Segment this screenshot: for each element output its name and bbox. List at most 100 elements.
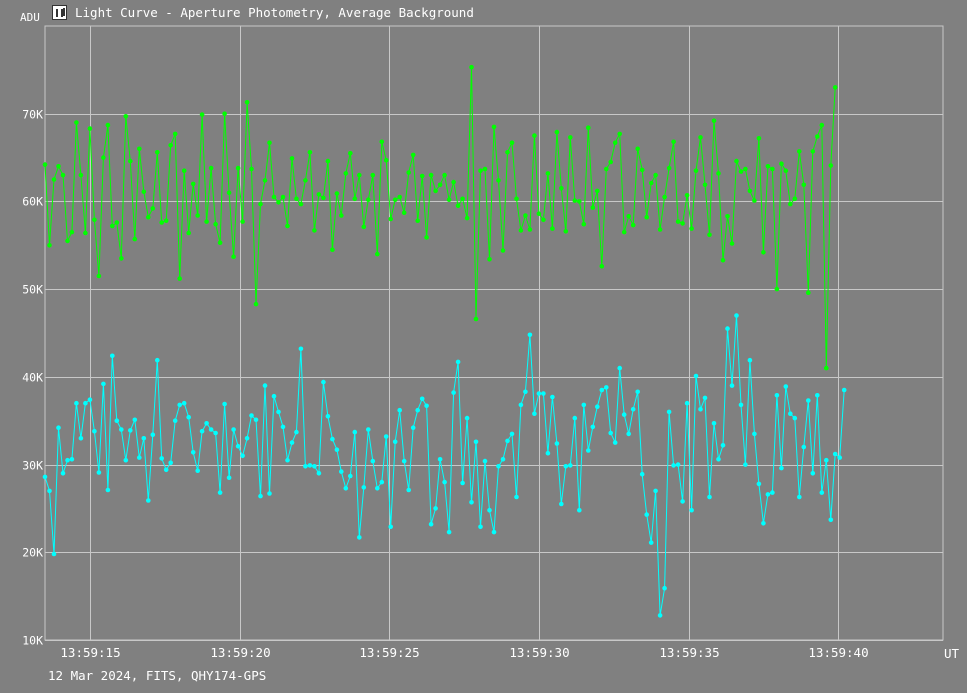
data-point: [559, 501, 564, 507]
data-point: [446, 197, 452, 202]
data-point: [550, 226, 555, 231]
data-point: [361, 485, 367, 490]
data-point: [451, 179, 456, 185]
data-point: [559, 186, 564, 191]
data-point: [370, 458, 376, 464]
data-point: [563, 229, 569, 234]
data-point: [648, 180, 654, 186]
data-point: [226, 190, 232, 195]
data-point: [608, 159, 613, 165]
series-layer: [42, 64, 847, 618]
data-point: [415, 218, 421, 223]
data-point: [828, 163, 834, 168]
data-point: [316, 192, 322, 197]
data-point: [177, 276, 182, 281]
data-point: [725, 214, 730, 219]
data-point: [783, 168, 789, 173]
data-point: [78, 172, 84, 178]
data-point: [738, 169, 744, 174]
data-point: [536, 391, 542, 396]
data-point: [47, 488, 52, 494]
data-point: [298, 201, 304, 207]
data-point: [366, 197, 371, 202]
data-point: [612, 440, 618, 445]
data-point: [505, 438, 510, 444]
data-point: [388, 524, 394, 530]
data-point: [258, 201, 263, 207]
data-point: [419, 173, 425, 179]
data-point: [563, 464, 569, 469]
data-point: [532, 133, 537, 138]
data-point: [433, 188, 438, 194]
data-point: [204, 421, 209, 426]
data-point: [788, 201, 793, 207]
data-point: [433, 506, 438, 511]
data-point: [500, 457, 506, 462]
chart-app-icon[interactable]: [52, 4, 67, 20]
y-tick-label: 10K: [22, 634, 43, 648]
data-point: [348, 473, 353, 479]
data-point: [303, 178, 308, 183]
data-point: [828, 517, 834, 523]
data-point: [720, 257, 726, 263]
data-point: [734, 158, 739, 164]
data-point: [621, 412, 627, 417]
data-point: [330, 436, 335, 442]
data-point: [383, 434, 389, 439]
data-point: [172, 418, 178, 424]
data-point: [455, 203, 461, 209]
data-point: [815, 393, 820, 398]
data-point: [599, 387, 605, 393]
data-point: [316, 471, 322, 476]
data-point: [235, 443, 241, 449]
data-point: [294, 429, 299, 435]
data-point: [711, 421, 717, 426]
data-point: [56, 425, 61, 431]
data-point: [734, 313, 739, 318]
data-point: [797, 494, 802, 500]
data-point: [765, 492, 771, 497]
x-tick-label: 13:59:35: [659, 645, 719, 660]
data-point: [101, 381, 106, 387]
data-point: [460, 196, 465, 202]
data-point: [666, 409, 672, 415]
data-point: [56, 164, 61, 169]
data-point: [779, 465, 784, 471]
data-point: [437, 457, 443, 462]
data-point: [653, 172, 658, 178]
data-point: [186, 230, 191, 236]
data-point: [163, 467, 169, 473]
data-point: [307, 463, 313, 468]
data-point: [482, 166, 488, 172]
data-point: [96, 470, 102, 475]
data-point: [406, 487, 412, 493]
x-tick-label: 13:59:15: [60, 645, 120, 660]
data-point: [357, 172, 362, 178]
data-point: [639, 167, 645, 173]
data-point: [195, 468, 200, 474]
data-point: [698, 407, 703, 412]
data-point: [361, 224, 367, 230]
data-point: [83, 230, 88, 236]
data-point: [693, 168, 699, 173]
data-point: [720, 443, 726, 448]
data-point: [630, 222, 636, 228]
data-point: [774, 286, 780, 292]
data-point: [69, 229, 75, 235]
data-point: [87, 397, 93, 403]
data-point: [473, 439, 479, 445]
data-point: [392, 439, 398, 445]
data-point: [756, 136, 762, 141]
data-point: [168, 143, 173, 148]
data-point: [87, 126, 93, 131]
data-point: [743, 166, 748, 172]
data-point: [806, 290, 811, 296]
data-point: [792, 196, 798, 202]
data-point: [460, 480, 465, 486]
data-point: [397, 407, 403, 413]
data-point: [586, 448, 591, 453]
data-point: [199, 428, 205, 434]
data-point: [375, 251, 380, 257]
data-point: [428, 172, 434, 178]
data-point: [702, 182, 708, 188]
